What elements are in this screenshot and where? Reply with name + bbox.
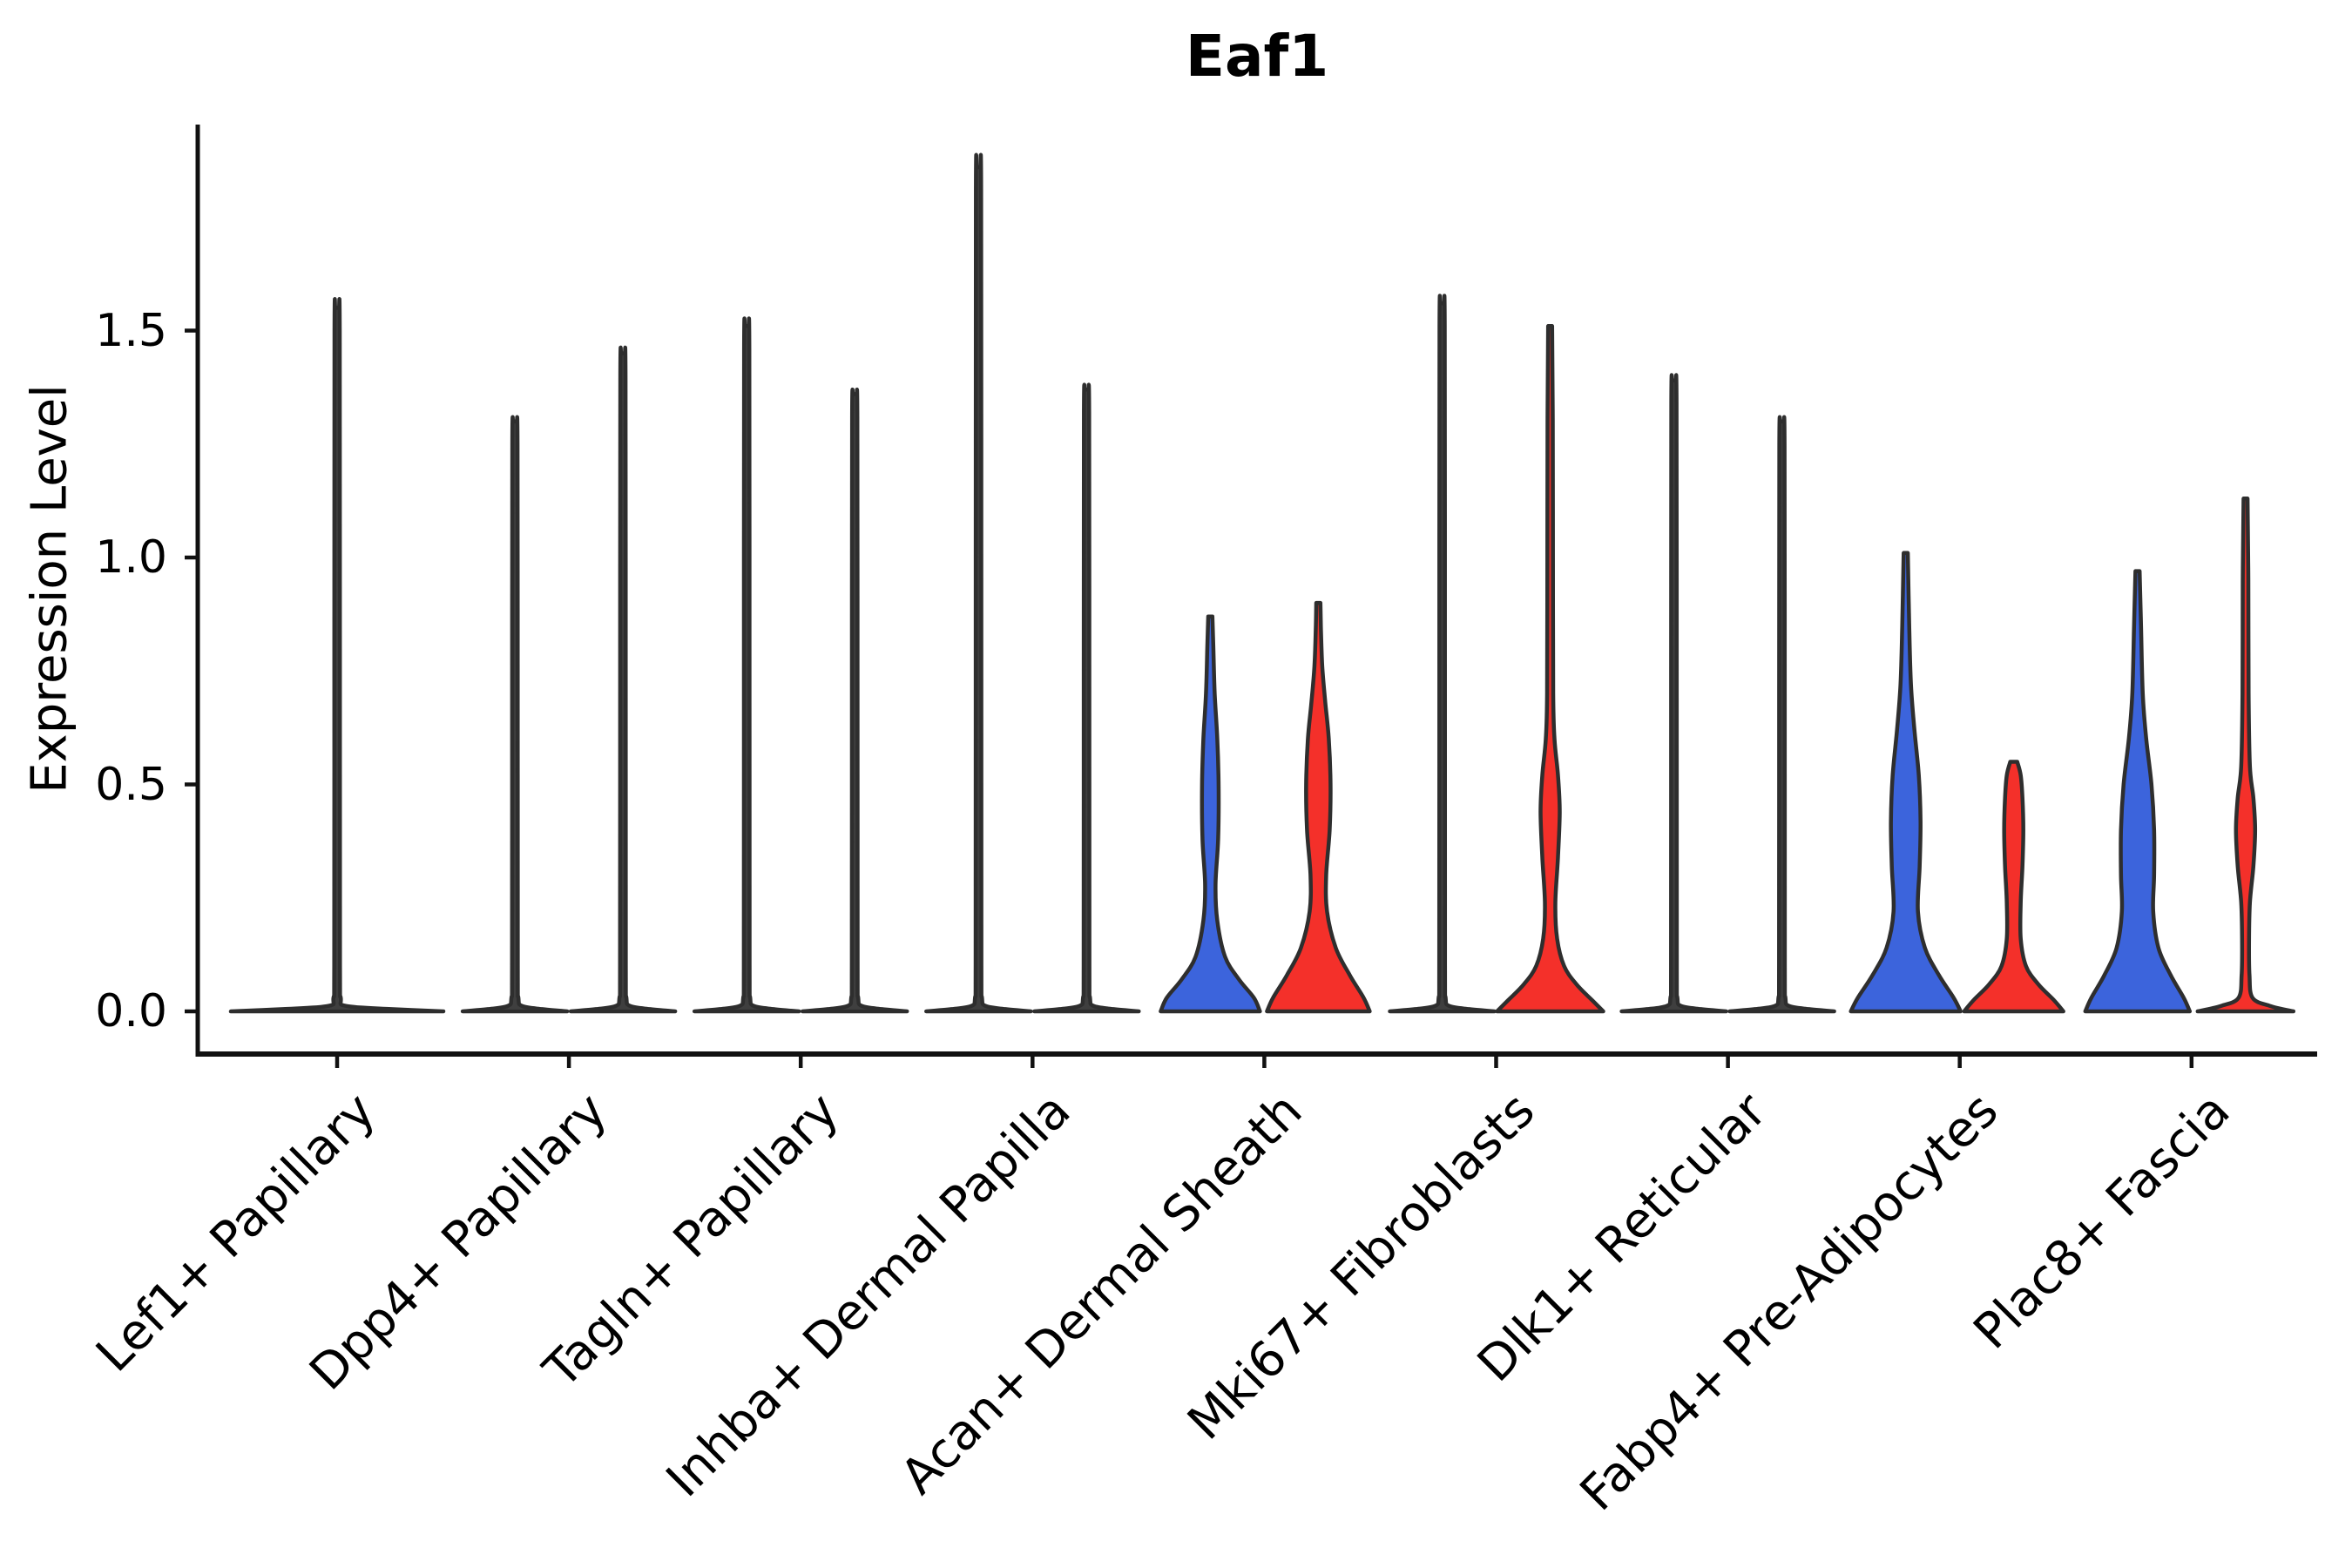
violin-inhba-dermal-papilla-blue [924, 152, 1033, 1014]
y-tick-label: 0.0 [95, 985, 167, 1037]
violin-inhba-dermal-papilla-red [1032, 382, 1141, 1014]
violin-dlk1-reticular-red [1727, 415, 1836, 1014]
violin-acan-dermal-sheath-red [1265, 600, 1372, 1014]
violin-fabp4-pre-adipocytes-blue [1848, 551, 1963, 1014]
violin-fabp4-pre-adipocytes-red [1962, 760, 2065, 1014]
violin-mki67-fibroblasts-blue [1388, 294, 1497, 1014]
violin-tagln-papillary-red [800, 387, 909, 1014]
violin-plac8-fascia-red [2195, 497, 2296, 1014]
violin-dpp4-papillary-red [568, 345, 678, 1014]
violin-tagln-papillary-blue [692, 316, 801, 1014]
violin-lef1-papillary-single [228, 297, 446, 1014]
y-tick-label: 1.5 [95, 304, 167, 357]
violin-acan-dermal-sheath-blue [1159, 614, 1262, 1014]
violin-plac8-fascia-blue [2083, 569, 2193, 1014]
violin-dpp4-papillary-blue [460, 415, 570, 1014]
y-tick-label: 0.5 [95, 758, 167, 811]
violin-mki67-fibroblasts-red [1495, 324, 1605, 1014]
y-tick-label: 1.0 [95, 531, 167, 584]
chart-title: Eaf1 [1185, 23, 1329, 90]
violin-dlk1-reticular-blue [1619, 373, 1728, 1014]
y-axis-label: Expression Level [21, 384, 78, 794]
